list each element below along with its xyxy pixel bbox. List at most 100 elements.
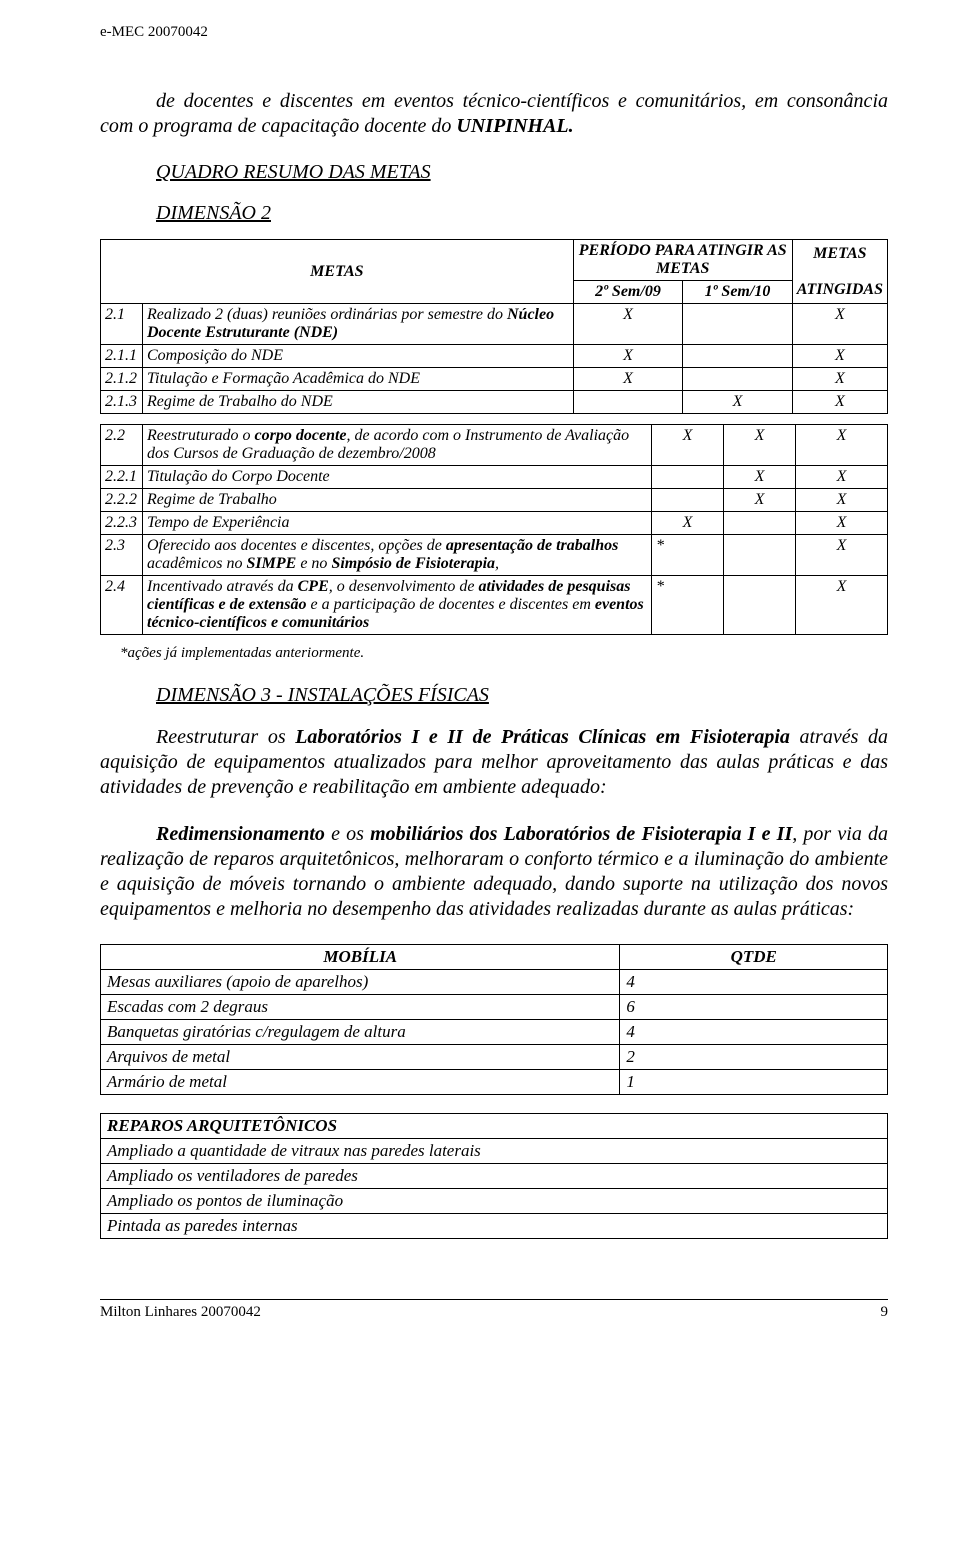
cell: [652, 466, 724, 489]
row-desc: Composição do NDE: [143, 345, 574, 368]
row-num: 2.2: [101, 425, 143, 466]
table-row: 2.1.2 Titulação e Formação Acadêmica do …: [101, 368, 888, 391]
table-row: Armário de metal1: [101, 1070, 888, 1095]
th-qtde: QTDE: [620, 945, 888, 970]
cell: X: [724, 466, 796, 489]
cell: Ampliado a quantidade de vitraux nas par…: [101, 1139, 888, 1164]
row-num: 2.1.1: [101, 345, 143, 368]
row-num: 2.4: [101, 576, 143, 635]
th-mobilia: MOBÍLIA: [101, 945, 620, 970]
intro-paragraph: de docentes e discentes em eventos técni…: [100, 89, 888, 139]
cell: [683, 345, 793, 368]
row-desc: Titulação e Formação Acadêmica do NDE: [143, 368, 574, 391]
metas-table: METAS PERÍODO PARA ATINGIR AS METAS META…: [100, 239, 888, 414]
cell: X: [796, 535, 888, 576]
text-bold: Redimensionamento: [156, 823, 325, 845]
quadro-title: QUADRO RESUMO DAS METAS: [156, 161, 888, 184]
row-num: 2.1: [101, 304, 143, 345]
dim3-para1: Reestruturar os Laboratórios I e II de P…: [100, 725, 888, 800]
cell: Banquetas giratórias c/regulagem de altu…: [101, 1020, 620, 1045]
cell: X: [792, 368, 887, 391]
header-id: e-MEC 20070042: [100, 24, 888, 41]
cell: X: [652, 425, 724, 466]
row-desc: Reestruturado o corpo docente, de acordo…: [143, 425, 652, 466]
text-bold: mobiliários dos Laboratórios de Fisioter…: [370, 823, 792, 845]
dimensao3-title: DIMENSÃO 3 - INSTALAÇÕES FÍSICAS: [156, 684, 888, 707]
cell: X: [796, 512, 888, 535]
table-row: 2.2 Reestruturado o corpo docente, de ac…: [101, 425, 888, 466]
cell: [724, 535, 796, 576]
cell: 1: [620, 1070, 888, 1095]
table-row: Ampliado os ventiladores de paredes: [101, 1164, 888, 1189]
footer-left: Milton Linhares 20070042: [100, 1304, 261, 1321]
text: e os: [325, 823, 370, 845]
page-footer: Milton Linhares 20070042 9: [100, 1299, 888, 1321]
table-row: 2.2.1 Titulação do Corpo Docente X X: [101, 466, 888, 489]
table-row: 2.2.3 Tempo de Experiência X X: [101, 512, 888, 535]
reparos-table: REPAROS ARQUITETÔNICOS Ampliado a quanti…: [100, 1113, 888, 1239]
table-row: Pintada as paredes internas: [101, 1214, 888, 1239]
th-periodo: PERÍODO PARA ATINGIR AS METAS: [573, 240, 792, 281]
cell: Pintada as paredes internas: [101, 1214, 888, 1239]
footer-page-number: 9: [881, 1304, 889, 1321]
cell: X: [796, 489, 888, 512]
table-row: Arquivos de metal2: [101, 1045, 888, 1070]
cell: 4: [620, 970, 888, 995]
row-desc: Realizado 2 (duas) reuniões ordinárias p…: [143, 304, 574, 345]
cell: X: [796, 576, 888, 635]
cell: X: [792, 304, 887, 345]
cell: [683, 368, 793, 391]
cell: X: [573, 368, 683, 391]
cell: [724, 512, 796, 535]
row-desc: Oferecido aos docentes e discentes, opçõ…: [143, 535, 652, 576]
cell: 4: [620, 1020, 888, 1045]
table-row: 2.1.1 Composição do NDE X X: [101, 345, 888, 368]
cell: X: [573, 304, 683, 345]
row-num: 2.1.3: [101, 391, 143, 414]
row-num: 2.1.2: [101, 368, 143, 391]
cell: 6: [620, 995, 888, 1020]
metas-table-2: 2.2 Reestruturado o corpo docente, de ac…: [100, 424, 888, 635]
cell: Armário de metal: [101, 1070, 620, 1095]
cell: *: [652, 535, 724, 576]
row-num: 2.2.1: [101, 466, 143, 489]
th-sem2: 1º Sem/10: [683, 281, 793, 304]
cell: Arquivos de metal: [101, 1045, 620, 1070]
table-row: 2.1.3 Regime de Trabalho do NDE X X: [101, 391, 888, 414]
th-sem1: 2º Sem/09: [573, 281, 683, 304]
th-metas: METAS: [101, 240, 574, 304]
table-row: 2.1 Realizado 2 (duas) reuniões ordinári…: [101, 304, 888, 345]
cell: X: [792, 345, 887, 368]
footnote: *ações já implementadas anteriormente.: [120, 645, 888, 662]
table-row: 2.2.2 Regime de Trabalho X X: [101, 489, 888, 512]
th-atingidas: METASATINGIDAS: [792, 240, 887, 304]
table-row: 2.3 Oferecido aos docentes e discentes, …: [101, 535, 888, 576]
cell: Mesas auxiliares (apoio de aparelhos): [101, 970, 620, 995]
row-num: 2.3: [101, 535, 143, 576]
row-desc: Regime de Trabalho: [143, 489, 652, 512]
th-reparos: REPAROS ARQUITETÔNICOS: [101, 1114, 888, 1139]
table-row: Mesas auxiliares (apoio de aparelhos)4: [101, 970, 888, 995]
cell: X: [683, 391, 793, 414]
cell: X: [652, 512, 724, 535]
row-desc: Tempo de Experiência: [143, 512, 652, 535]
row-num: 2.2.3: [101, 512, 143, 535]
document-page: e-MEC 20070042 de docentes e discentes e…: [0, 0, 960, 1361]
cell: Ampliado os ventiladores de paredes: [101, 1164, 888, 1189]
cell: X: [573, 345, 683, 368]
table-row: 2.4 Incentivado através da CPE, o desenv…: [101, 576, 888, 635]
row-desc: Titulação do Corpo Docente: [143, 466, 652, 489]
cell: [652, 489, 724, 512]
cell: X: [724, 425, 796, 466]
cell: X: [796, 466, 888, 489]
table-row: Banquetas giratórias c/regulagem de altu…: [101, 1020, 888, 1045]
cell: Ampliado os pontos de iluminação: [101, 1189, 888, 1214]
cell: X: [724, 489, 796, 512]
cell: [683, 304, 793, 345]
intro-bold: UNIPINHAL.: [456, 115, 573, 137]
cell: 2: [620, 1045, 888, 1070]
row-desc: Incentivado através da CPE, o desenvolvi…: [143, 576, 652, 635]
cell: [573, 391, 683, 414]
mobilia-table: MOBÍLIA QTDE Mesas auxiliares (apoio de …: [100, 944, 888, 1095]
cell: [724, 576, 796, 635]
